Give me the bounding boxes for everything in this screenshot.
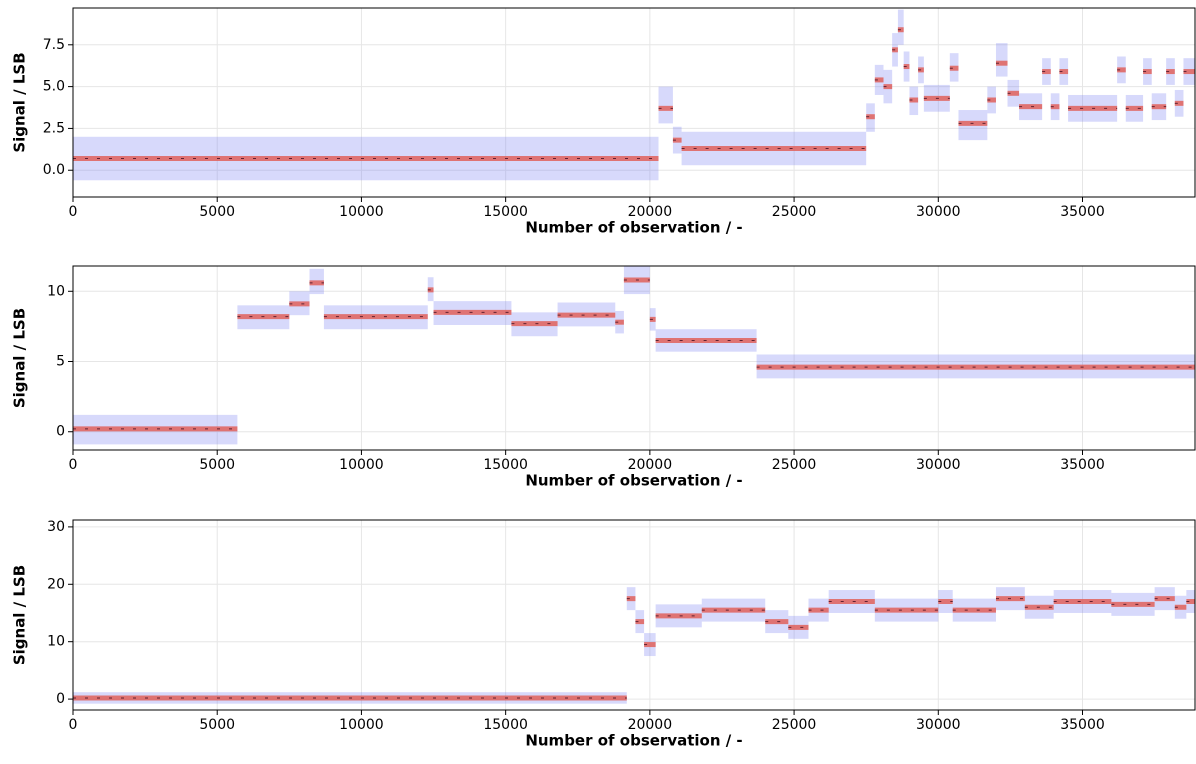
x-tick-label: 10000 [339,717,384,733]
x-tick-label: 5000 [199,717,235,733]
y-tick-label: 0 [56,424,65,440]
x-tick-label: 30000 [916,457,961,473]
data [73,9,1195,181]
y-tick-label: 5 [56,354,65,370]
subplot: 0 5000 10000 15000 20000 25000 30000 35000 0.0 2.… [11,7,1196,237]
x-tick-label: 5000 [199,457,235,473]
x-tick-label: 10000 [339,457,384,473]
x-tick-label: 15000 [483,204,528,220]
axes-frame [72,519,1196,711]
x-tick-label: 35000 [1060,717,1105,733]
y-tick-label: 0.0 [43,162,65,178]
x-tick-label: 15000 [483,457,528,473]
y-axis-label: Signal / LSB [11,565,29,665]
y-tick-label: 5.0 [43,79,65,95]
y-tick-label: 10 [47,283,65,299]
data [73,266,1195,445]
y-tick-label: 20 [47,576,65,592]
y-tick-label: 10 [47,634,65,650]
subplot: 0 5000 10000 15000 20000 25000 30000 35000 0 10 20… [11,519,1196,750]
y-tick-label: 0 [56,691,65,707]
x-tick-label: 10000 [339,204,384,220]
x-tick-label: 0 [69,717,78,733]
x-axis-label: Number of observation / - [525,472,742,490]
axes-frame [72,7,1196,198]
x-axis-label: Number of observation / - [525,219,742,237]
y-tick-label: 30 [47,519,65,535]
x-tick-label: 20000 [628,204,673,220]
x-tick-label: 0 [69,204,78,220]
y-axis-label: Signal / LSB [11,52,29,152]
noise-band [658,86,673,124]
y-axis-label: Signal / LSB [11,308,29,408]
x-tick-label: 0 [69,457,78,473]
x-tick-label: 25000 [772,457,817,473]
x-axis-label: Number of observation / - [525,732,742,750]
data [73,587,1195,704]
noise-band [995,43,1008,77]
y-tick-label: 7.5 [43,37,65,53]
x-tick-label: 30000 [916,717,961,733]
x-tick-label: 5000 [199,204,235,220]
noise-band [897,9,904,45]
x-tick-label: 20000 [628,717,673,733]
x-tick-label: 25000 [772,204,817,220]
x-tick-label: 15000 [483,717,528,733]
x-tick-label: 35000 [1060,204,1105,220]
y-tick-label: 2.5 [43,120,65,136]
x-tick-label: 20000 [628,457,673,473]
axes-frame [72,265,1196,451]
subplot: 0 5000 10000 15000 20000 25000 30000 35000 0 5 10 N… [11,265,1196,490]
x-tick-label: 35000 [1060,457,1105,473]
x-tick-label: 25000 [772,717,817,733]
x-tick-label: 30000 [916,204,961,220]
